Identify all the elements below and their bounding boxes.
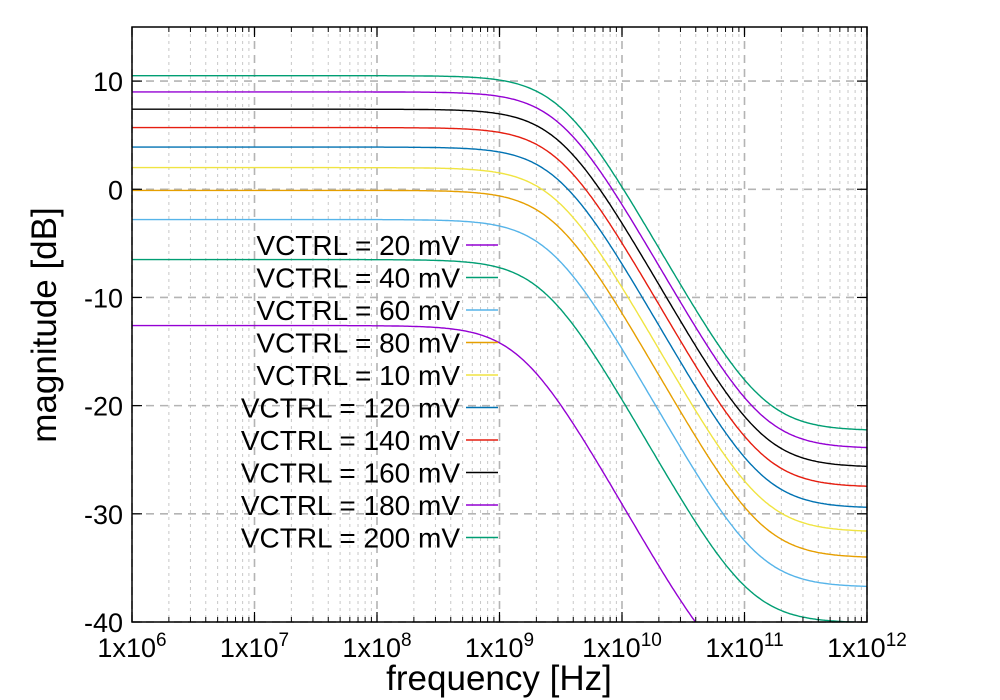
x-tick-labels: 1x106 1x107 1x108 1x109 1x1010 1x1011 1x1012 [97, 630, 906, 663]
series-line [132, 146, 867, 508]
series-line [132, 166, 867, 532]
axis-ticks [131, 27, 868, 623]
legend-entry-label: VCTRL = 60 mV [256, 295, 460, 326]
series-line [132, 126, 867, 487]
x-tick-label: 1x1010 [582, 630, 662, 663]
x-axis-label: frequency [Hz] [386, 659, 612, 698]
legend-entry-label: VCTRL = 140 mV [241, 425, 460, 456]
y-tick-label: -40 [84, 608, 123, 638]
series-line [132, 189, 867, 558]
x-tick-label: 1x106 [97, 630, 166, 663]
x-tick-label: 1x108 [342, 630, 411, 663]
series-line [132, 108, 867, 467]
y-tick-label: -30 [84, 500, 123, 530]
series-line [132, 258, 867, 622]
x-tick-label: 1x109 [465, 630, 534, 663]
legend-entry-label: VCTRL = 160 mV [241, 458, 460, 489]
legend-entry-label: VCTRL = 20 mV [256, 230, 460, 261]
x-tick-label: 1x1011 [705, 630, 783, 663]
y-tick-label: 0 [108, 175, 123, 205]
y-tick-label: -20 [84, 392, 123, 422]
y-tick-label: -10 [84, 283, 123, 313]
series-line [132, 74, 867, 431]
x-tick-label: 1x107 [220, 630, 289, 663]
series-lines [132, 74, 867, 622]
y-tick-label: 10 [93, 67, 123, 97]
legend-entry-label: VCTRL = 200 mV [241, 523, 460, 554]
y-axis-label: magnitude [dB] [25, 207, 64, 442]
legend-entry-label: VCTRL = 120 mV [241, 393, 460, 424]
legend-entry-label: VCTRL = 180 mV [241, 490, 460, 521]
series-line [132, 324, 697, 622]
x-tick-label: 1x1012 [827, 630, 907, 663]
y-tick-labels: 10 0 -10 -20 -30 -40 [84, 67, 123, 638]
legend-entry-label: VCTRL = 10 mV [256, 360, 460, 391]
legend-entry-label: VCTRL = 80 mV [256, 328, 460, 359]
series-line [132, 91, 867, 449]
legend-entry-label: VCTRL = 40 mV [256, 263, 460, 294]
series-line [132, 218, 867, 588]
